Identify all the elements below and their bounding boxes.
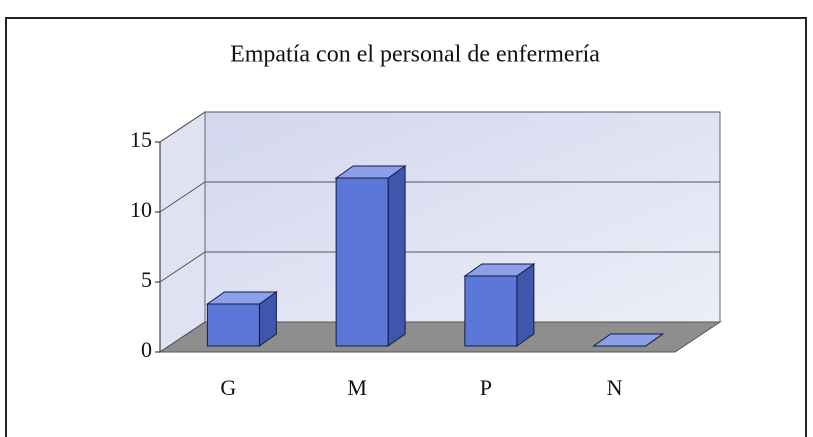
side-wall xyxy=(159,111,206,353)
bar xyxy=(335,177,389,347)
grid-line xyxy=(159,111,720,143)
x-tick-label: N xyxy=(607,375,623,400)
grid-line xyxy=(159,321,720,353)
bar-side xyxy=(516,263,535,347)
y-tick-label: 10 xyxy=(130,197,152,222)
chart-border xyxy=(5,17,807,437)
grid-line xyxy=(159,181,720,213)
bar-side xyxy=(387,165,406,347)
x-tick-label: M xyxy=(347,375,367,400)
bar xyxy=(206,303,260,347)
y-tick-label: 0 xyxy=(141,337,152,362)
y-tick-label: 15 xyxy=(130,127,152,152)
back-wall xyxy=(204,111,721,323)
chart-title: Empatía con el personal de enfermería xyxy=(230,42,600,68)
x-tick-label: P xyxy=(480,375,492,400)
y-tick-label: 5 xyxy=(141,267,152,292)
grid-line xyxy=(159,251,720,283)
x-tick-label: G xyxy=(220,375,236,400)
bar-top xyxy=(592,333,665,347)
bar xyxy=(464,275,518,347)
